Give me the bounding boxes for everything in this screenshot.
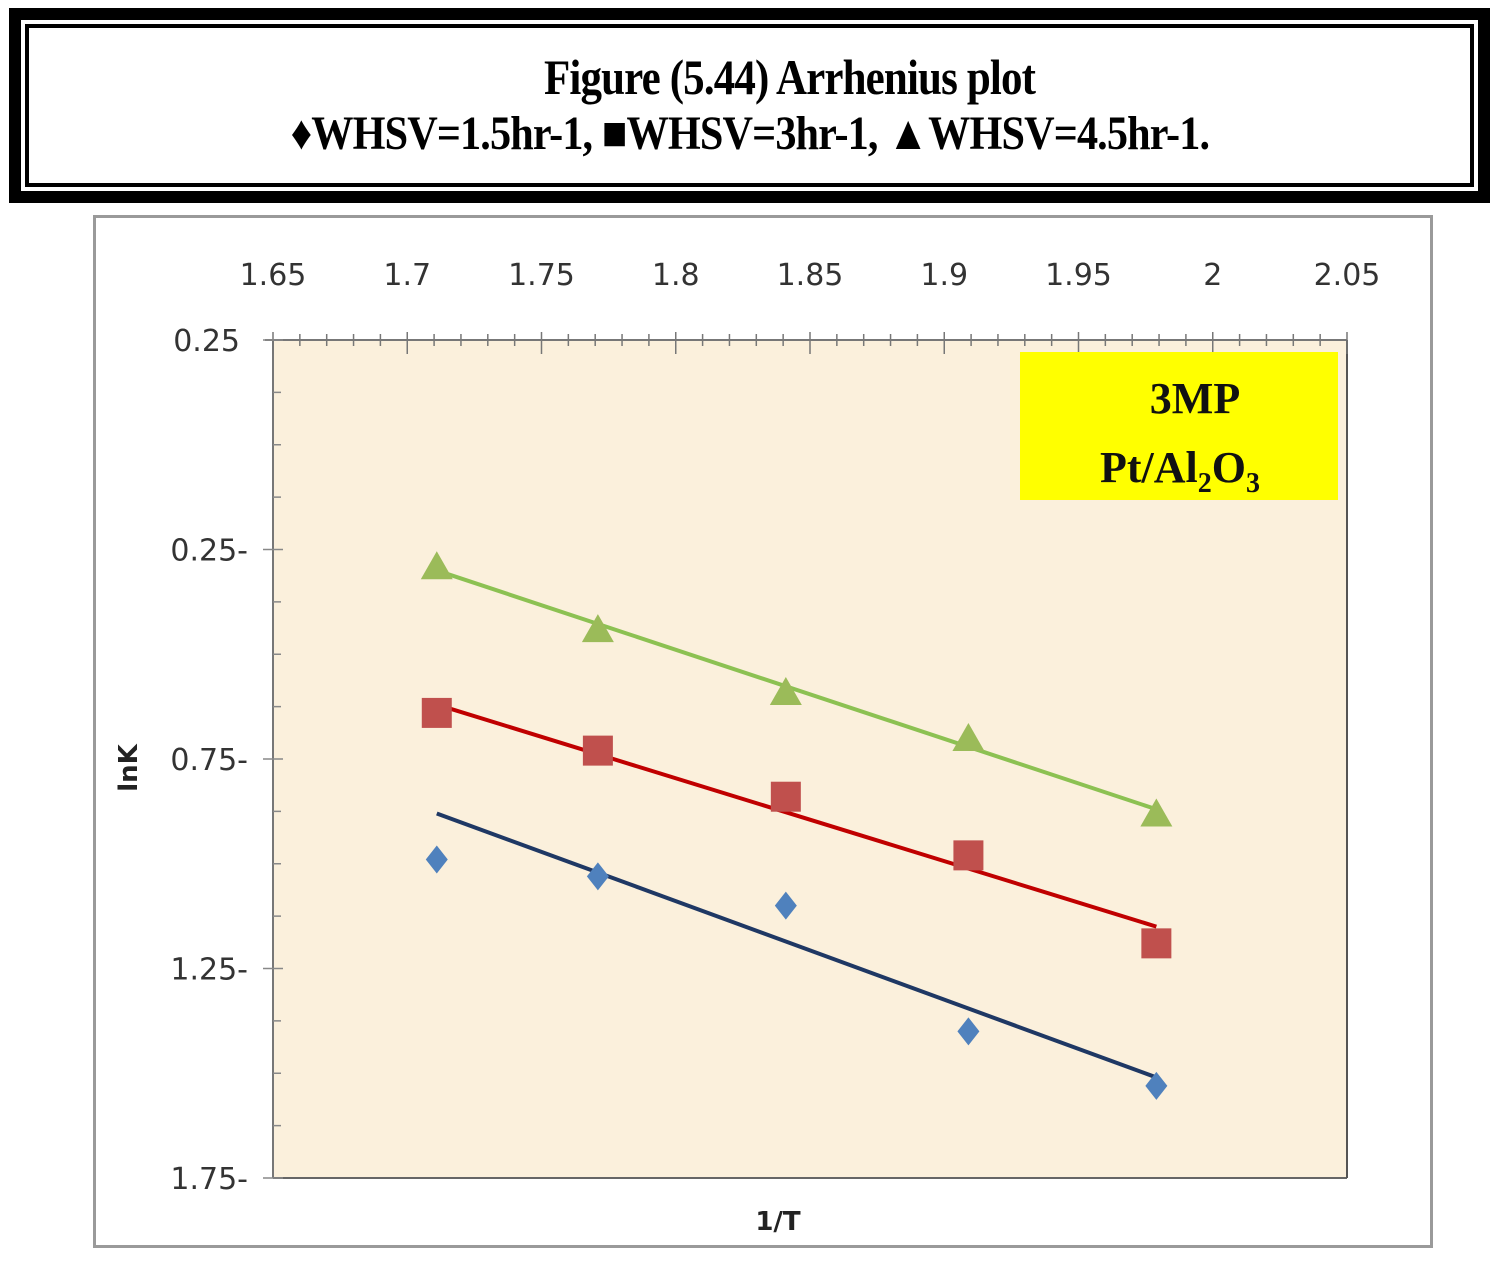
y-tick-label: 1.25- [170,953,248,988]
x-tick-label: 2 [1203,258,1222,293]
square-marker [421,697,452,728]
trendline-triangle [436,568,1157,812]
trendline-diamond [436,811,1158,1080]
annotation-box [1020,352,1338,500]
triangle-marker [581,614,614,643]
triangle-marker [420,551,453,580]
figure-caption-box: Figure (5.44) Arrhenius plot ♦WHSV=1.5hr… [9,8,1490,203]
x-tick-label: 1.75 [508,258,575,293]
y-tick-label: 0.75- [170,743,248,778]
triangle-marker [769,676,802,705]
triangle-marker [1140,798,1173,827]
diamond-marker [586,862,609,891]
x-axis-label: 1/T [755,1207,801,1237]
x-tick-label: 1.8 [652,258,700,293]
trendline-square [436,702,1157,929]
caption-inner-border: Figure (5.44) Arrhenius plot ♦WHSV=1.5hr… [25,24,1474,187]
square-marker [953,840,984,871]
y-tick-label: 1.75- [170,1162,248,1197]
x-tick-label: 1.9 [920,258,968,293]
x-tick-label: 1.95 [1045,258,1112,293]
diamond-marker [957,1017,980,1046]
annotation-line2: Pt/Al2O3 [1100,443,1260,499]
square-marker [1141,928,1172,959]
y-tick-label: 0.25- [170,534,248,569]
annotation-line1: 3MP [1150,374,1240,423]
triangle-marker [952,723,985,752]
x-tick-label: 1.85 [777,258,844,293]
square-marker [582,735,613,766]
y-tick-label: 0.25 [173,324,240,359]
caption-white-gap: Figure (5.44) Arrhenius plot ♦WHSV=1.5hr… [21,20,1478,191]
diamond-marker [425,845,448,874]
figure-legend-text: ♦WHSV=1.5hr-1, ■WHSV=3hr-1, ▲WHSV=4.5hr-… [290,106,1209,160]
square-marker [770,781,801,812]
diamond-marker [1145,1071,1168,1100]
x-tick-label: 1.7 [383,258,431,293]
figure-title: Figure (5.44) Arrhenius plot [543,48,1036,105]
y-axis-label: lnK [114,743,144,791]
diamond-marker [774,891,797,920]
x-tick-label: 1.65 [240,258,307,293]
x-tick-label: 2.05 [1314,258,1381,293]
